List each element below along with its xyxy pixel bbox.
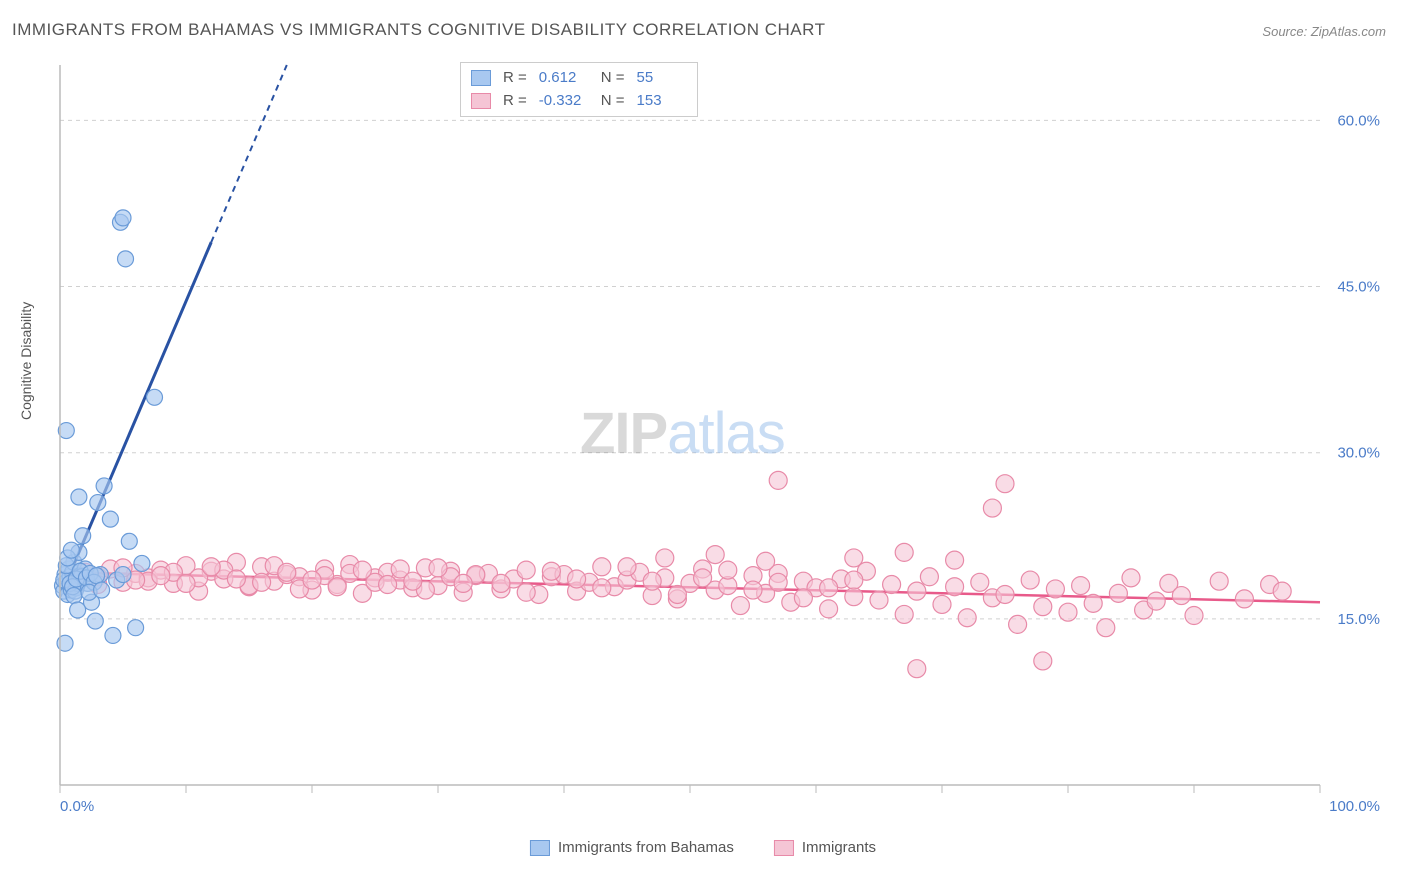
source-label: Source: bbox=[1262, 24, 1307, 39]
legend-item-series2: Immigrants bbox=[774, 839, 876, 856]
svg-text:15.0%: 15.0% bbox=[1337, 611, 1380, 628]
stats-row-series1: R = 0.612 N = 55 bbox=[471, 67, 687, 90]
scatter-chart-svg: 15.0% 30.0% 45.0% 60.0% 0.0% 100.0% bbox=[50, 55, 1390, 815]
source-attribution: Source: ZipAtlas.com bbox=[1262, 24, 1386, 39]
svg-text:0.0%: 0.0% bbox=[60, 798, 94, 815]
chart-area: 15.0% 30.0% 45.0% 60.0% 0.0% 100.0% bbox=[50, 55, 1390, 815]
swatch-series1 bbox=[471, 70, 491, 86]
svg-text:45.0%: 45.0% bbox=[1337, 279, 1380, 296]
legend-label-series1: Immigrants from Bahamas bbox=[558, 839, 734, 856]
legend-label-series2: Immigrants bbox=[802, 839, 876, 856]
stats-legend: R = 0.612 N = 55 R = -0.332 N = 153 bbox=[460, 62, 698, 117]
r-label: R = bbox=[503, 90, 527, 113]
swatch-series1-icon bbox=[530, 840, 550, 856]
r-value-series1: 0.612 bbox=[539, 67, 589, 90]
swatch-series2 bbox=[471, 93, 491, 109]
chart-title: IMMIGRANTS FROM BAHAMAS VS IMMIGRANTS CO… bbox=[12, 20, 825, 40]
svg-text:100.0%: 100.0% bbox=[1329, 798, 1380, 815]
swatch-series2-icon bbox=[774, 840, 794, 856]
n-label: N = bbox=[601, 67, 625, 90]
bottom-legend: Immigrants from Bahamas Immigrants bbox=[530, 839, 876, 856]
r-value-series2: -0.332 bbox=[539, 90, 589, 113]
svg-text:60.0%: 60.0% bbox=[1337, 112, 1380, 129]
svg-text:30.0%: 30.0% bbox=[1337, 445, 1380, 462]
n-value-series2: 153 bbox=[637, 90, 687, 113]
source-value: ZipAtlas.com bbox=[1311, 24, 1386, 39]
stats-row-series2: R = -0.332 N = 153 bbox=[471, 90, 687, 113]
r-label: R = bbox=[503, 67, 527, 90]
n-label: N = bbox=[601, 90, 625, 113]
legend-item-series1: Immigrants from Bahamas bbox=[530, 839, 734, 856]
y-axis-label: Cognitive Disability bbox=[18, 302, 34, 420]
n-value-series1: 55 bbox=[637, 67, 687, 90]
